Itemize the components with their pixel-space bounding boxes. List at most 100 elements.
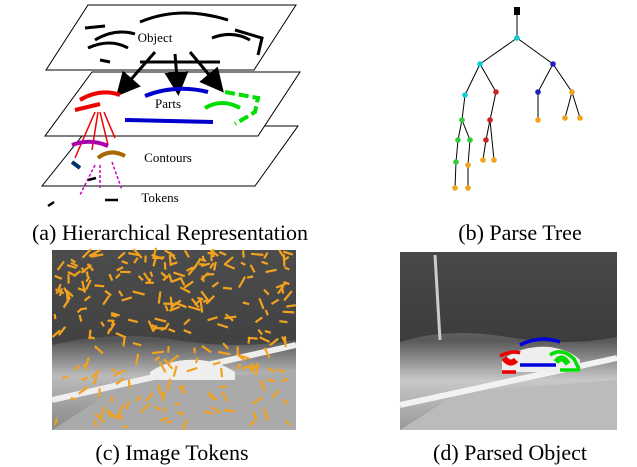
token <box>224 315 237 320</box>
tree-edge <box>552 63 573 93</box>
token <box>139 403 151 414</box>
token <box>198 257 207 262</box>
parse-tree <box>452 7 583 191</box>
tree-edge <box>489 119 495 161</box>
token <box>205 295 215 305</box>
token <box>110 395 114 403</box>
token <box>210 406 222 415</box>
token <box>238 276 247 289</box>
token <box>147 278 152 284</box>
token <box>81 280 86 294</box>
layer-label: Object <box>138 30 173 45</box>
token <box>63 287 72 300</box>
token <box>93 345 104 355</box>
token <box>108 322 116 332</box>
token <box>164 249 176 258</box>
token <box>261 260 269 266</box>
tree-edge <box>564 91 573 119</box>
tree-edge <box>479 63 497 93</box>
tree-node <box>493 89 499 95</box>
token <box>128 252 140 257</box>
token <box>102 294 111 306</box>
token <box>236 363 242 370</box>
token <box>113 369 126 377</box>
parsed-image <box>399 252 618 430</box>
tree-node <box>480 157 486 163</box>
tree-edge <box>454 161 457 189</box>
token <box>223 408 236 413</box>
token <box>108 273 114 282</box>
token <box>269 337 279 347</box>
token <box>212 249 215 258</box>
token <box>183 280 194 289</box>
token <box>222 342 230 350</box>
token <box>84 357 90 371</box>
token <box>86 263 95 272</box>
caption: (a) Hierarchical Representation <box>32 220 308 245</box>
token <box>85 276 91 283</box>
token <box>242 301 250 306</box>
token <box>266 378 276 383</box>
tree-edge <box>482 139 487 161</box>
token <box>265 268 277 274</box>
token <box>203 409 214 415</box>
token <box>157 384 162 394</box>
layer-label: Parts <box>155 96 181 111</box>
token <box>201 345 212 354</box>
token <box>207 391 218 401</box>
token <box>164 322 170 329</box>
token <box>128 318 139 324</box>
token <box>166 378 172 392</box>
token <box>88 249 102 258</box>
token <box>194 357 199 364</box>
caption: (b) Parse Tree <box>458 220 581 245</box>
token <box>282 254 286 267</box>
tree-node <box>459 117 465 123</box>
token <box>162 406 167 413</box>
token <box>135 395 142 402</box>
token <box>78 314 83 322</box>
token <box>286 304 296 308</box>
token <box>172 365 178 377</box>
token <box>183 329 192 335</box>
token <box>218 250 227 257</box>
token <box>278 249 285 257</box>
token <box>205 273 215 276</box>
tree-edge <box>479 37 518 65</box>
token <box>151 323 158 330</box>
token <box>178 385 187 395</box>
token <box>110 368 117 373</box>
token <box>118 290 124 297</box>
tree-node <box>477 61 483 67</box>
token <box>165 420 172 424</box>
tree-edge <box>464 63 481 96</box>
token <box>271 389 280 399</box>
token <box>258 297 265 310</box>
layer-label: Tokens <box>141 190 178 205</box>
token <box>51 329 61 338</box>
tree-node <box>453 159 459 165</box>
token <box>208 394 215 400</box>
tree-node <box>465 162 471 168</box>
token <box>74 270 82 276</box>
token <box>281 378 289 382</box>
token <box>259 379 266 392</box>
token <box>160 391 164 398</box>
token <box>174 402 180 406</box>
token <box>257 328 263 336</box>
token <box>70 261 79 268</box>
token-image <box>51 247 297 431</box>
tree-node <box>514 35 520 41</box>
token <box>54 274 63 280</box>
token <box>246 275 254 279</box>
token <box>125 400 130 410</box>
token <box>197 296 204 301</box>
token <box>106 409 112 418</box>
token <box>154 317 167 323</box>
token <box>168 254 172 267</box>
token <box>252 396 263 405</box>
token <box>179 286 191 294</box>
caption: (c) Image Tokens <box>95 440 248 465</box>
token <box>186 367 198 373</box>
